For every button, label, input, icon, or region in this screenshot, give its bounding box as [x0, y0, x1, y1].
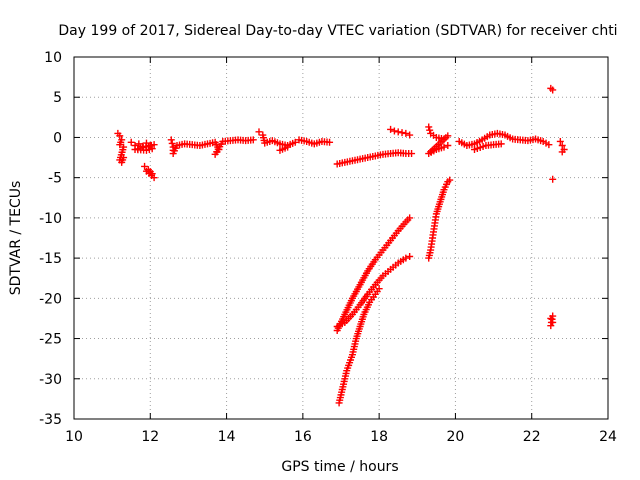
- x-tick-label: 12: [141, 429, 159, 445]
- data-point: [558, 148, 566, 156]
- x-tick-label: 20: [447, 429, 465, 445]
- data-series-cluster-12: [333, 214, 414, 335]
- data-point: [549, 312, 557, 320]
- data-point: [406, 214, 414, 222]
- y-tick-labels: 10 5 0 -5 -10 -15 -20 -25 -30 -35: [39, 50, 62, 428]
- x-tick-label: 24: [599, 429, 617, 445]
- data-series-cluster-3: [141, 162, 158, 182]
- data-point: [127, 138, 135, 146]
- y-tick-label: -25: [39, 332, 62, 348]
- data-point: [167, 136, 175, 144]
- data-point: [440, 143, 448, 151]
- y-tick-label: -5: [48, 171, 62, 187]
- data-point: [402, 129, 410, 137]
- data-point: [148, 145, 156, 153]
- data-point: [446, 176, 454, 184]
- data-point: [426, 126, 434, 134]
- y-tick-label: 10: [44, 50, 62, 66]
- data-series-cluster-10: [556, 137, 568, 156]
- x-tick-label: 10: [65, 429, 83, 445]
- y-tick-label: -10: [39, 211, 62, 227]
- data-point: [142, 167, 150, 175]
- data-series-cluster-14: [335, 285, 383, 407]
- data-point: [558, 141, 566, 149]
- data-point: [135, 140, 143, 148]
- data-point: [116, 141, 124, 149]
- data-point: [545, 141, 553, 149]
- data-series-cluster-9: [455, 129, 553, 154]
- y-tick-label: -20: [39, 291, 62, 307]
- y-tick-label: -35: [39, 412, 62, 428]
- data-point: [120, 154, 128, 162]
- data-series-cluster-5: [255, 128, 334, 154]
- data-point: [402, 254, 410, 262]
- data-point: [387, 125, 395, 133]
- x-tick-label: 22: [523, 429, 541, 445]
- data-series-cluster-8: [425, 123, 452, 158]
- y-tick-label: 0: [53, 130, 62, 146]
- data-point: [326, 138, 334, 146]
- x-tick-label: 18: [370, 429, 388, 445]
- data-series-cluster-11: [547, 84, 557, 330]
- data-point: [556, 137, 564, 145]
- data-point: [549, 175, 557, 183]
- data-point: [390, 127, 398, 135]
- data-point: [394, 128, 402, 136]
- data-point: [549, 86, 557, 94]
- plot-frame: [73, 56, 609, 420]
- data-point: [255, 128, 263, 136]
- x-tick-labels: 10 12 14 16 18 20 22 24: [65, 429, 617, 445]
- data-point: [408, 150, 416, 158]
- chart-title: Day 199 of 2017, Sidereal Day-to-day VTE…: [58, 23, 617, 39]
- x-tick-label: 16: [294, 429, 312, 445]
- y-tick-label: -15: [39, 251, 62, 267]
- data-point: [284, 143, 292, 151]
- y-tick-label: 5: [53, 90, 62, 106]
- data-markers: [114, 84, 568, 407]
- data-point: [497, 140, 505, 148]
- data-series-cluster-4: [167, 136, 257, 158]
- data-point: [425, 123, 433, 131]
- data-point: [444, 141, 452, 149]
- y-tick-label: -30: [39, 372, 62, 388]
- data-point: [291, 138, 299, 146]
- axis-ticks: [73, 56, 609, 420]
- grid-lines: [74, 57, 608, 419]
- y-axis-label: SDTVAR / TECUs: [8, 181, 24, 296]
- data-point: [375, 285, 383, 293]
- x-axis-label: GPS time / hours: [281, 459, 398, 475]
- data-series-cluster-1: [114, 129, 128, 166]
- data-point: [398, 129, 406, 137]
- data-point: [406, 253, 414, 261]
- data-series-cluster-6: [333, 149, 416, 168]
- data-series-cluster-13: [333, 253, 414, 330]
- data-point: [249, 136, 257, 144]
- data-point: [406, 131, 414, 139]
- data-point: [141, 162, 149, 170]
- data-series-cluster-2: [127, 138, 158, 154]
- data-series-cluster-7: [387, 125, 414, 139]
- data-series-cluster-15: [425, 176, 454, 262]
- x-tick-label: 14: [218, 429, 236, 445]
- data-point: [116, 132, 124, 140]
- data-point: [168, 139, 176, 147]
